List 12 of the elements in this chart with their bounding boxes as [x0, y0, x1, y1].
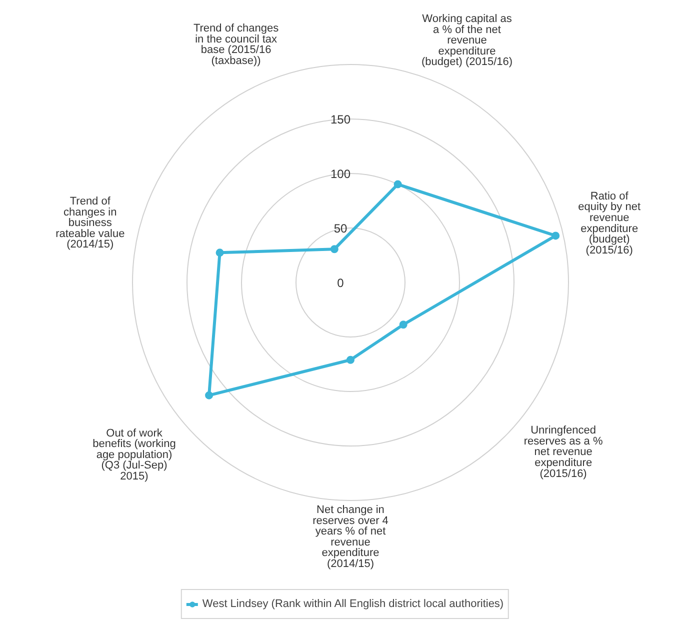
y-tick-label: 0 — [337, 276, 344, 290]
spoke-label: Working capital as a % of the net revenue expenditure (budget) (2015/16) — [421, 12, 513, 68]
spoke-label: Unringfenced reserves as a % net revenue expenditure (2015/16) — [524, 424, 603, 480]
y-tick-label: 150 — [330, 112, 351, 126]
spoke-label: Ratio of equity by net revenue expenditure (budget) (2015/16) — [578, 190, 641, 256]
spoke-label: Trend of changes in the council tax base (2015/16 (taxbase)) — [193, 22, 280, 68]
y-tick-label: 100 — [330, 167, 351, 181]
spoke-label: Net change in reserves over 4 years % of net revenue expenditure (2014/15) — [312, 504, 388, 570]
y-tick-label: 50 — [334, 222, 348, 236]
spoke-label: Trend of changes in business rateable value (2014/15) — [56, 195, 125, 251]
spoke-label: Out of work benefits (working age population) (Q3 (Jul-Sep) 2015) — [92, 427, 176, 483]
legend-label: West Lindsey (Rank within All English district local authorities) — [202, 598, 504, 610]
